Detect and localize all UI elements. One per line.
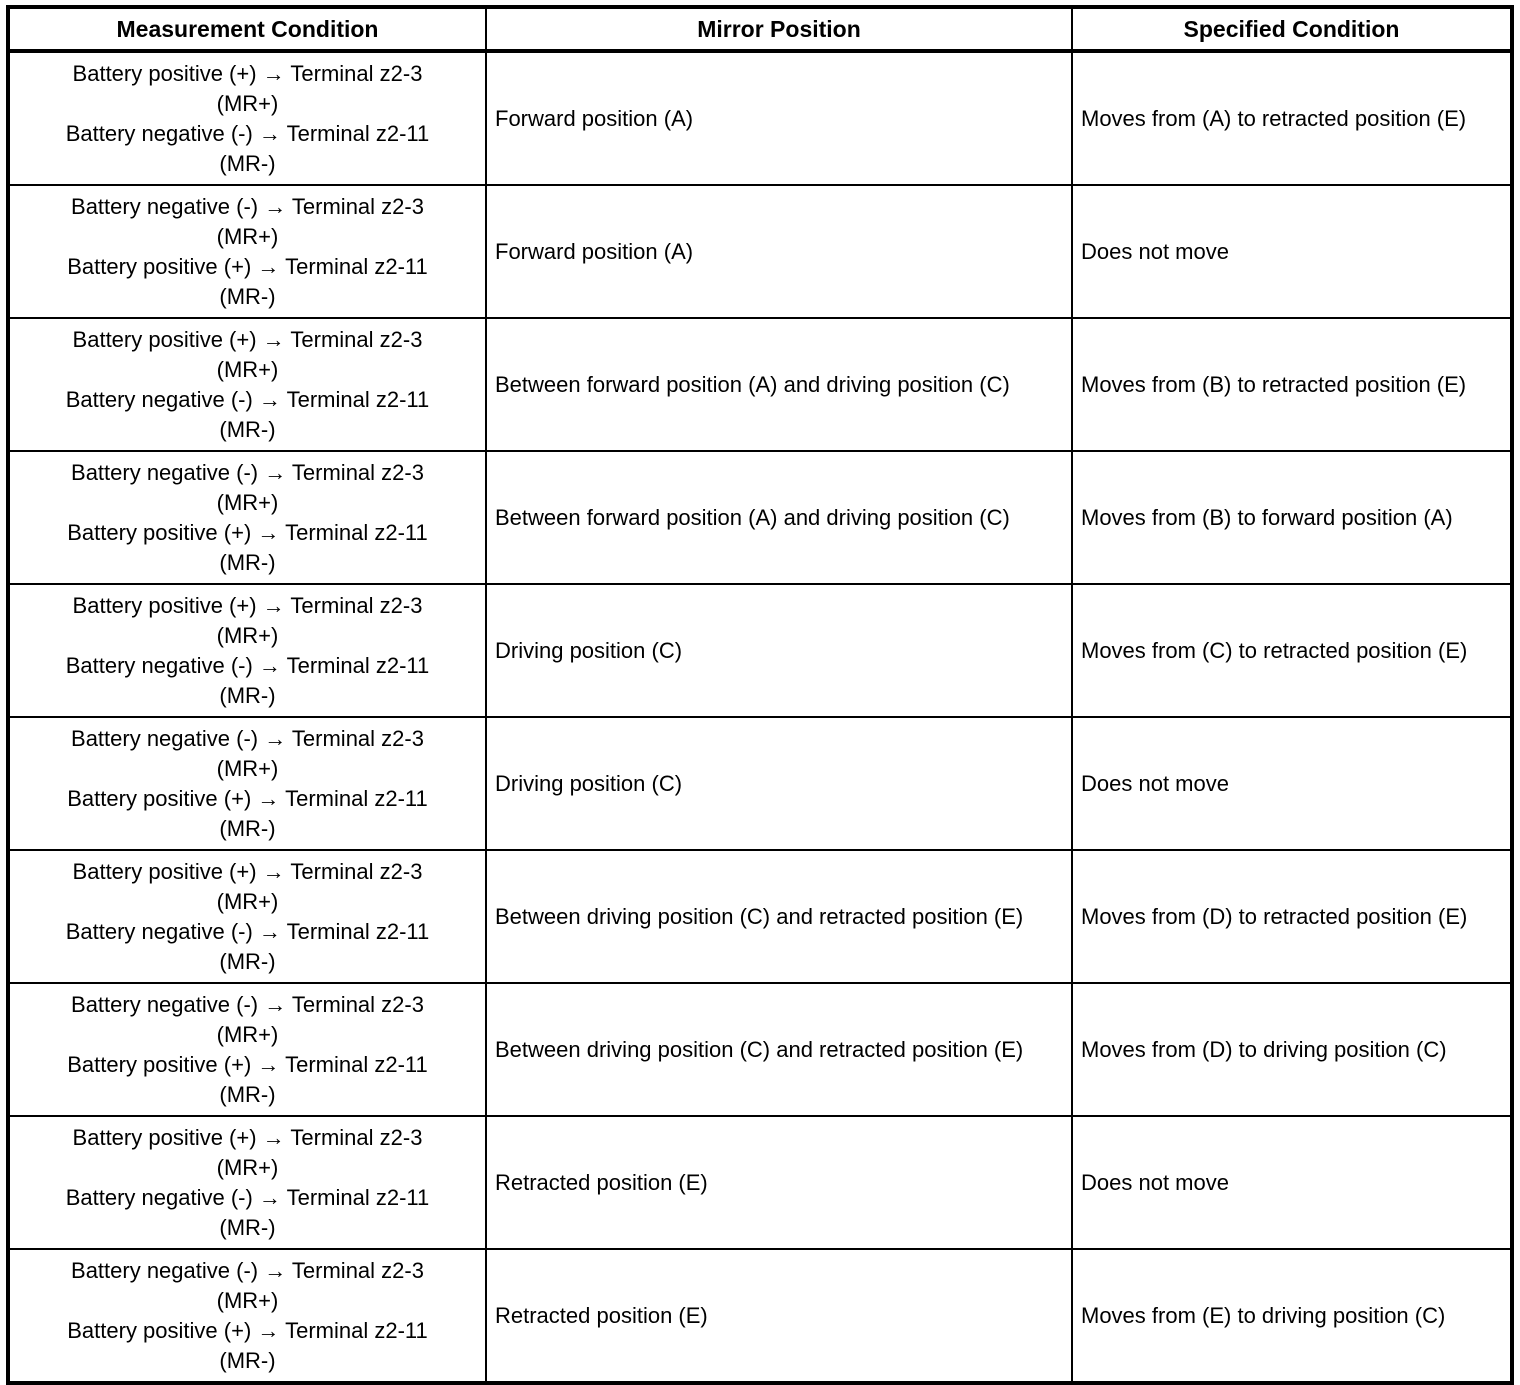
measurement-line: Battery positive (+) → Terminal z2-3 [72, 858, 423, 884]
measurement-line: (MR+) [216, 1287, 279, 1313]
measurement-line: Battery positive (+) → Terminal z2-3 [72, 326, 423, 352]
measurement-condition-cell: Battery positive (+) → Terminal z2-3 (MR… [7, 50, 487, 186]
specified-condition-cell: Moves from (C) to retracted position (E) [1071, 583, 1513, 718]
specified-condition-cell: Does not move [1071, 184, 1513, 319]
measurement-line: (MR+) [216, 356, 279, 382]
measurement-line: (MR-) [219, 1081, 276, 1107]
specified-condition-cell: Does not move [1071, 716, 1513, 851]
mirror-position-cell: Between forward position (A) and driving… [485, 317, 1073, 452]
mirror-position-cell: Retracted position (E) [485, 1248, 1073, 1384]
mirror-position-cell: Driving position (C) [485, 716, 1073, 851]
measurement-line: (MR-) [219, 283, 276, 309]
measurement-line: Battery positive (+) → Terminal z2-11 [67, 1317, 428, 1343]
measurement-line: (MR-) [219, 682, 276, 708]
measurement-line: Battery positive (+) → Terminal z2-3 [72, 1124, 423, 1150]
table-row: Battery positive (+) → Terminal z2-3 (MR… [7, 50, 1513, 186]
measurement-line: (MR-) [219, 416, 276, 442]
measurement-condition-cell: Battery positive (+) → Terminal z2-3 (MR… [7, 849, 487, 984]
table-row: Battery negative (-) → Terminal z2-3 (MR… [7, 1248, 1513, 1384]
measurement-line: (MR-) [219, 549, 276, 575]
measurement-line: Battery negative (-) → Terminal z2-3 [71, 193, 424, 219]
measurement-line: Battery negative (-) → Terminal z2-3 [71, 991, 424, 1017]
measurement-line: (MR-) [219, 1214, 276, 1240]
column-header-specified-condition: Specified Condition [1071, 6, 1513, 53]
table-row: Battery negative (-) → Terminal z2-3 (MR… [7, 184, 1513, 319]
mirror-position-cell: Forward position (A) [485, 184, 1073, 319]
measurement-condition-cell: Battery positive (+) → Terminal z2-3 (MR… [7, 317, 487, 452]
table-body: Battery positive (+) → Terminal z2-3 (MR… [7, 50, 1513, 1384]
measurement-condition-cell: Battery positive (+) → Terminal z2-3 (MR… [7, 1115, 487, 1250]
table-row: Battery negative (-) → Terminal z2-3 (MR… [7, 450, 1513, 585]
table-row: Battery positive (+) → Terminal z2-3 (MR… [7, 1115, 1513, 1250]
measurement-line: Battery negative (-) → Terminal z2-11 [65, 918, 430, 944]
specified-condition-cell: Moves from (B) to retracted position (E) [1071, 317, 1513, 452]
specified-condition-cell: Moves from (A) to retracted position (E) [1071, 50, 1513, 186]
table-row: Battery negative (-) → Terminal z2-3 (MR… [7, 982, 1513, 1117]
measurement-condition-cell: Battery negative (-) → Terminal z2-3 (MR… [7, 184, 487, 319]
specified-condition-cell: Does not move [1071, 1115, 1513, 1250]
measurement-line: Battery negative (-) → Terminal z2-11 [65, 386, 430, 412]
measurement-line: (MR-) [219, 150, 276, 176]
measurement-line: (MR-) [219, 815, 276, 841]
measurement-line: Battery positive (+) → Terminal z2-11 [67, 519, 428, 545]
mirror-position-cell: Retracted position (E) [485, 1115, 1073, 1250]
mirror-operation-spec-table: Measurement Condition Mirror Position Sp… [6, 5, 1514, 1385]
table-row: Battery negative (-) → Terminal z2-3 (MR… [7, 716, 1513, 851]
measurement-line: Battery positive (+) → Terminal z2-11 [67, 785, 428, 811]
measurement-line: Battery negative (-) → Terminal z2-3 [71, 459, 424, 485]
measurement-line: Battery positive (+) → Terminal z2-3 [72, 592, 423, 618]
measurement-line: (MR+) [216, 1154, 279, 1180]
specified-condition-cell: Moves from (D) to driving position (C) [1071, 982, 1513, 1117]
measurement-condition-cell: Battery positive (+) → Terminal z2-3 (MR… [7, 583, 487, 718]
mirror-position-cell: Between driving position (C) and retract… [485, 849, 1073, 984]
specified-condition-cell: Moves from (D) to retracted position (E) [1071, 849, 1513, 984]
column-header-measurement-condition: Measurement Condition [7, 6, 487, 53]
measurement-line: (MR+) [216, 622, 279, 648]
measurement-line: Battery negative (-) → Terminal z2-11 [65, 120, 430, 146]
mirror-position-cell: Between forward position (A) and driving… [485, 450, 1073, 585]
measurement-line: Battery positive (+) → Terminal z2-11 [67, 1051, 428, 1077]
measurement-condition-cell: Battery negative (-) → Terminal z2-3 (MR… [7, 1248, 487, 1384]
measurement-condition-cell: Battery negative (-) → Terminal z2-3 (MR… [7, 716, 487, 851]
measurement-line: (MR-) [219, 1347, 276, 1373]
measurement-line: (MR+) [216, 1021, 279, 1047]
measurement-line: Battery negative (-) → Terminal z2-3 [71, 1257, 424, 1283]
measurement-condition-cell: Battery negative (-) → Terminal z2-3 (MR… [7, 982, 487, 1117]
measurement-line: (MR+) [216, 888, 279, 914]
mirror-position-cell: Between driving position (C) and retract… [485, 982, 1073, 1117]
measurement-line: Battery negative (-) → Terminal z2-11 [65, 1184, 430, 1210]
measurement-line: Battery negative (-) → Terminal z2-3 [71, 725, 424, 751]
measurement-line: (MR+) [216, 489, 279, 515]
measurement-line: (MR+) [216, 755, 279, 781]
table-row: Battery positive (+) → Terminal z2-3 (MR… [7, 849, 1513, 984]
measurement-line: Battery positive (+) → Terminal z2-3 [72, 60, 423, 86]
table-row: Battery positive (+) → Terminal z2-3 (MR… [7, 583, 1513, 718]
measurement-line: (MR-) [219, 948, 276, 974]
specified-condition-cell: Moves from (E) to driving position (C) [1071, 1248, 1513, 1384]
table-header: Measurement Condition Mirror Position Sp… [7, 6, 1513, 53]
header-row: Measurement Condition Mirror Position Sp… [7, 6, 1513, 53]
specified-condition-cell: Moves from (B) to forward position (A) [1071, 450, 1513, 585]
mirror-position-cell: Driving position (C) [485, 583, 1073, 718]
measurement-line: Battery negative (-) → Terminal z2-11 [65, 652, 430, 678]
measurement-line: (MR+) [216, 223, 279, 249]
measurement-condition-cell: Battery negative (-) → Terminal z2-3 (MR… [7, 450, 487, 585]
measurement-line: (MR+) [216, 90, 279, 116]
measurement-line: Battery positive (+) → Terminal z2-11 [67, 253, 428, 279]
mirror-position-cell: Forward position (A) [485, 50, 1073, 186]
column-header-mirror-position: Mirror Position [485, 6, 1073, 53]
table-row: Battery positive (+) → Terminal z2-3 (MR… [7, 317, 1513, 452]
